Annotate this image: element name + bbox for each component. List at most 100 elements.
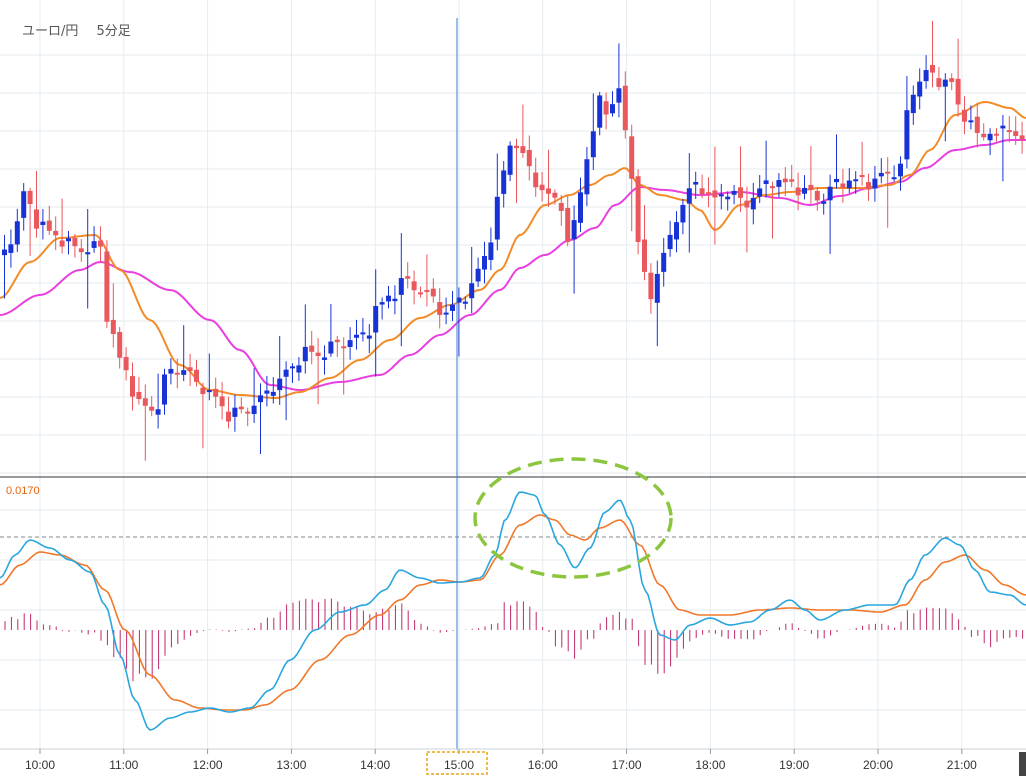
x-tick-label: 20:00 (863, 758, 893, 772)
candle-body (565, 207, 571, 243)
x-tick-label: 21:00 (947, 758, 977, 772)
candle-body (162, 374, 167, 405)
candle-body (725, 196, 731, 200)
candle-body (296, 365, 302, 373)
candle-body (149, 406, 155, 411)
candle-body (219, 396, 225, 407)
candle-body (834, 178, 839, 183)
candle-body (661, 252, 667, 272)
candle-body (187, 367, 193, 372)
candle-body (827, 186, 833, 201)
candle-body (955, 78, 961, 105)
ma-short-path (0, 100, 1026, 399)
candle-body (507, 145, 513, 175)
candle-body (949, 78, 955, 82)
candle-body (533, 172, 539, 188)
currency-pair: ユーロ/円 (22, 24, 79, 39)
candle-body (194, 369, 199, 382)
candle-body (405, 276, 411, 279)
candle-body (258, 395, 263, 403)
x-tick-label: 14:00 (360, 758, 390, 772)
candle-body (398, 278, 404, 295)
candle-body (379, 302, 385, 305)
candle-body (334, 339, 340, 343)
candle-body (987, 133, 993, 141)
candle-body (213, 388, 219, 397)
candle-body (117, 331, 123, 358)
candle-body (610, 104, 615, 114)
candle-body (962, 109, 967, 122)
grid (0, 0, 1026, 749)
candle-body (328, 341, 334, 354)
candle-body (110, 319, 116, 335)
candle-body (686, 188, 692, 204)
candle-body (520, 146, 526, 154)
candle-body (885, 171, 891, 174)
candle-body (418, 292, 423, 295)
candle-body (341, 346, 347, 349)
candle-body (360, 332, 366, 335)
candle-body (571, 220, 577, 240)
candle-body (347, 340, 353, 347)
candle-body (501, 170, 507, 194)
candle-body (514, 145, 519, 149)
candle-body (968, 120, 974, 123)
candle-body (14, 221, 20, 245)
candle-body (802, 187, 807, 194)
candle-body (136, 391, 142, 400)
candle-body (46, 220, 52, 231)
right-scroll-edge[interactable] (1019, 752, 1026, 776)
candle-body (654, 273, 660, 303)
candle-body (206, 390, 212, 393)
moving-average-short (0, 100, 1026, 399)
candle-body (1000, 125, 1006, 129)
candle-body (488, 242, 494, 260)
candle-body (866, 182, 871, 190)
candle-body (648, 272, 654, 300)
candlesticks (2, 20, 1025, 461)
candle-body (168, 368, 174, 374)
x-tick-label: 16:00 (528, 758, 558, 772)
candle-body (699, 188, 705, 195)
candle-body (59, 240, 65, 247)
candle-body (750, 197, 756, 210)
candle-body (2, 249, 7, 256)
candle-body (584, 159, 590, 195)
candle-body (27, 190, 33, 205)
candle-body (872, 178, 878, 189)
candle-body (290, 366, 295, 369)
candle-body (469, 283, 475, 299)
candle-body (34, 209, 39, 229)
candle-body (456, 297, 462, 303)
candle-body (910, 94, 916, 114)
candle-body (494, 196, 500, 240)
candle-body (1019, 135, 1025, 140)
candle-body (814, 190, 820, 201)
candle-body (821, 201, 827, 204)
candle-body (226, 411, 231, 422)
candle-body (123, 357, 129, 371)
candle-body (373, 306, 379, 333)
macd-line (0, 491, 1026, 731)
candle-body (629, 136, 635, 179)
candle-body (942, 79, 948, 87)
candle-body (635, 176, 641, 243)
candle-body (91, 241, 97, 248)
candle-body (98, 240, 103, 247)
candle-body (693, 181, 699, 185)
candle-body (155, 409, 161, 415)
time-cursor-box[interactable] (426, 751, 488, 775)
candle-body (712, 190, 718, 198)
candle-body (85, 252, 91, 255)
candle-body (859, 175, 865, 178)
candle-body (546, 188, 551, 194)
candle-body (706, 192, 711, 195)
candle-body (430, 288, 436, 297)
candle-body (1013, 131, 1019, 136)
candle-body (680, 205, 686, 223)
candle-body (277, 378, 283, 391)
candle-body (770, 186, 775, 189)
candle-body (840, 183, 846, 188)
candle-body (981, 133, 987, 138)
candle-body (482, 255, 487, 270)
